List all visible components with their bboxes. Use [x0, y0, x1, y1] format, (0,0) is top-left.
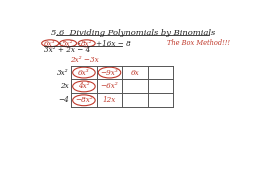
- Text: −6x²: −6x²: [100, 82, 118, 90]
- Text: 6x: 6x: [131, 68, 139, 77]
- Text: −4: −4: [58, 96, 69, 104]
- Text: 2x: 2x: [60, 82, 69, 90]
- Text: 6x³: 6x³: [78, 68, 90, 77]
- Text: -: -: [59, 40, 61, 48]
- Text: 4x²: 4x²: [78, 82, 90, 90]
- Text: 2x² −3x: 2x² −3x: [69, 56, 98, 64]
- Text: 12x: 12x: [103, 96, 116, 104]
- Text: 8x²: 8x²: [81, 40, 92, 48]
- Text: −9x³: −9x³: [100, 68, 118, 77]
- Text: +16x − 8: +16x − 8: [96, 40, 131, 48]
- Text: −8x²: −8x²: [75, 96, 93, 104]
- Text: 5x²: 5x²: [62, 40, 74, 48]
- Text: -: -: [77, 40, 80, 48]
- Text: 3x²: 3x²: [57, 68, 69, 77]
- Text: 3x² + 2x − 4: 3x² + 2x − 4: [44, 46, 90, 54]
- Text: 6x³: 6x³: [44, 40, 56, 48]
- Text: 5.6  Dividing Polynomials by Binomials: 5.6 Dividing Polynomials by Binomials: [51, 29, 215, 37]
- Text: The Box Method!!!: The Box Method!!!: [167, 39, 230, 47]
